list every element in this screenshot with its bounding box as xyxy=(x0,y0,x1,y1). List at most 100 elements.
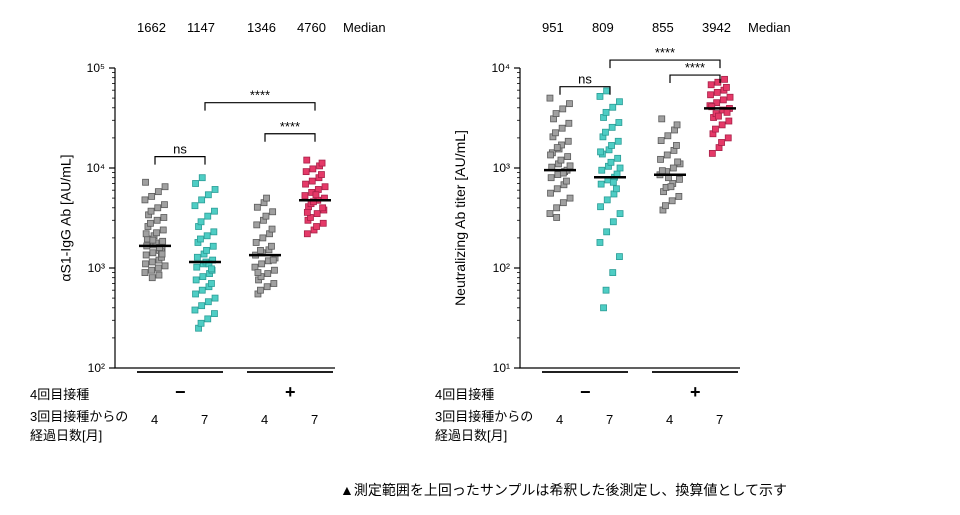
data-point xyxy=(161,214,167,220)
y-axis-label: αS1-IgG Ab [AU/mL] xyxy=(58,154,74,281)
panel-right: 9518098553942Median10¹10²10³10⁴ns*******… xyxy=(465,20,750,458)
panel-left: 1662114713464760Median10²10³10⁴10⁵ns****… xyxy=(60,20,345,458)
data-point xyxy=(264,195,270,201)
data-point xyxy=(675,159,681,165)
ytick-label: 10⁴ xyxy=(86,161,105,175)
data-point xyxy=(194,264,200,270)
median-label: Median xyxy=(748,20,791,35)
data-point xyxy=(613,186,619,192)
data-point xyxy=(271,280,277,286)
data-point xyxy=(658,156,664,162)
data-point xyxy=(264,284,270,290)
data-point xyxy=(720,97,726,103)
data-point xyxy=(676,176,682,182)
data-point xyxy=(199,197,205,203)
x-month-value: 7 xyxy=(311,412,318,427)
data-point xyxy=(161,202,167,208)
data-point xyxy=(560,200,566,206)
data-point xyxy=(149,267,155,273)
median-value: 951 xyxy=(542,20,564,35)
data-point xyxy=(304,157,310,163)
data-point xyxy=(210,243,216,249)
data-point xyxy=(322,184,328,190)
data-point xyxy=(159,251,165,257)
scatter-chart: 10²10³10⁴10⁵ns******** xyxy=(60,38,345,378)
data-point xyxy=(616,99,622,105)
median-value: 4760 xyxy=(297,20,326,35)
data-point xyxy=(143,252,149,258)
data-point xyxy=(309,178,315,184)
x-month-value: 4 xyxy=(666,412,673,427)
data-point xyxy=(560,106,566,112)
data-point xyxy=(197,236,203,242)
data-point xyxy=(670,165,676,171)
data-point xyxy=(211,208,217,214)
data-point xyxy=(609,124,615,130)
data-point xyxy=(192,307,198,313)
median-value: 855 xyxy=(652,20,674,35)
data-point xyxy=(254,204,260,210)
ytick-label: 10⁵ xyxy=(87,61,105,75)
data-point xyxy=(558,157,564,163)
x-row1-label: 4回目接種 xyxy=(435,384,494,403)
data-point xyxy=(712,126,718,132)
data-point xyxy=(194,254,200,260)
x-month-value: 7 xyxy=(201,412,208,427)
data-point xyxy=(208,266,214,272)
data-point xyxy=(205,213,211,219)
data-point xyxy=(320,220,326,226)
data-point xyxy=(722,76,728,82)
data-point xyxy=(616,120,622,126)
data-point xyxy=(155,205,161,211)
data-point xyxy=(147,220,153,226)
data-point xyxy=(302,193,308,199)
data-point xyxy=(616,254,622,260)
ytick-label: 10³ xyxy=(493,161,510,175)
data-point xyxy=(610,219,616,225)
data-point xyxy=(567,195,573,201)
data-point xyxy=(160,238,166,244)
data-point xyxy=(204,233,210,239)
x-row2-label: 3回目接種からの経過日数[月] xyxy=(435,406,533,444)
data-point xyxy=(268,243,274,249)
data-point xyxy=(603,287,609,293)
data-point xyxy=(162,184,168,190)
x-month-value: 7 xyxy=(606,412,613,427)
data-point xyxy=(263,213,269,219)
data-point xyxy=(664,152,670,158)
data-point xyxy=(566,101,572,107)
significance-label: **** xyxy=(685,60,705,75)
data-point xyxy=(659,168,665,174)
data-point xyxy=(192,203,198,209)
data-point xyxy=(304,231,310,237)
data-point xyxy=(155,189,161,195)
data-point xyxy=(708,82,714,88)
data-point xyxy=(149,275,155,281)
x-row1-label: 4回目接種 xyxy=(30,384,89,403)
data-point xyxy=(659,116,665,122)
data-point xyxy=(548,175,554,181)
data-point xyxy=(319,160,325,166)
data-point xyxy=(615,155,621,161)
data-point xyxy=(265,271,271,277)
data-point xyxy=(205,192,211,198)
data-point xyxy=(662,203,668,209)
data-point xyxy=(554,145,560,151)
data-point xyxy=(148,208,154,214)
data-point xyxy=(566,120,572,126)
data-point xyxy=(205,316,211,322)
x-month-value: 4 xyxy=(261,412,268,427)
data-point xyxy=(143,179,149,185)
data-point xyxy=(658,138,664,144)
x-month-value: 7 xyxy=(716,412,723,427)
data-point xyxy=(314,224,320,230)
x-group-mark: + xyxy=(285,382,296,403)
data-point xyxy=(548,190,554,196)
data-point xyxy=(318,172,324,178)
data-point xyxy=(610,104,616,110)
data-point xyxy=(154,230,160,236)
significance-label: **** xyxy=(655,45,675,60)
data-point xyxy=(601,305,607,311)
data-point xyxy=(205,299,211,305)
data-point xyxy=(709,150,715,156)
